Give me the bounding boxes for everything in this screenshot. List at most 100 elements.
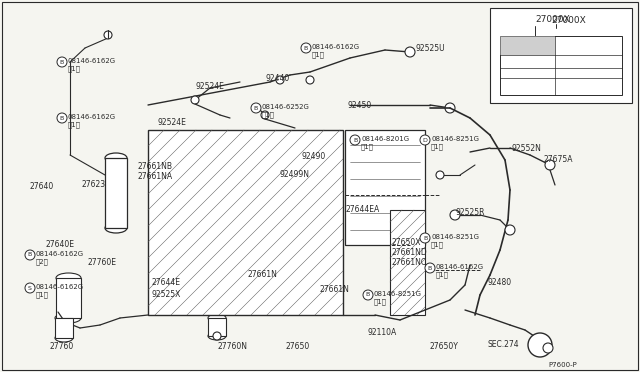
Bar	[500, 36, 622, 95]
Text: 27760N: 27760N	[218, 342, 248, 351]
Bar	[345, 130, 425, 245]
Text: 27000X: 27000X	[535, 15, 570, 24]
Text: 08146-6162G: 08146-6162G	[36, 251, 84, 257]
Text: 92524E: 92524E	[195, 82, 224, 91]
Text: 27661N: 27661N	[248, 270, 278, 279]
Ellipse shape	[208, 314, 226, 322]
Circle shape	[425, 263, 435, 273]
Circle shape	[350, 135, 360, 145]
Circle shape	[405, 47, 415, 57]
Text: （1）: （1）	[68, 121, 81, 128]
Text: 27675A: 27675A	[543, 155, 573, 164]
Text: B: B	[28, 253, 32, 257]
Bar	[56, 278, 81, 318]
Text: 27650: 27650	[285, 342, 309, 351]
Circle shape	[104, 31, 112, 39]
Text: 27650X: 27650X	[392, 238, 422, 247]
Text: （1）: （1）	[312, 51, 325, 58]
Text: B: B	[353, 138, 357, 142]
Circle shape	[57, 57, 67, 67]
Text: （1）: （1）	[436, 271, 449, 278]
Text: P7600-P: P7600-P	[548, 362, 577, 368]
Text: 27760: 27760	[50, 342, 74, 351]
Text: B: B	[254, 106, 258, 110]
Circle shape	[25, 283, 35, 293]
Text: 27644EA: 27644EA	[345, 205, 380, 214]
Text: 08146-6162G: 08146-6162G	[68, 58, 116, 64]
Bar	[55, 318, 73, 338]
Bar	[148, 130, 343, 315]
Text: S: S	[28, 285, 32, 291]
Text: 27640E: 27640E	[45, 240, 74, 249]
Circle shape	[450, 210, 460, 220]
Polygon shape	[500, 36, 555, 55]
Circle shape	[57, 113, 67, 123]
Circle shape	[436, 171, 444, 179]
Text: 92524E: 92524E	[158, 118, 187, 127]
Text: 92525R: 92525R	[455, 208, 484, 217]
Text: 27661ND: 27661ND	[392, 248, 428, 257]
Text: 08146-6162G: 08146-6162G	[312, 44, 360, 50]
Ellipse shape	[55, 314, 73, 322]
Text: 27644E: 27644E	[152, 278, 181, 287]
Circle shape	[251, 103, 261, 113]
Ellipse shape	[105, 223, 127, 233]
Circle shape	[363, 290, 373, 300]
Text: 08146-8251G: 08146-8251G	[431, 136, 479, 142]
Text: B: B	[60, 60, 64, 64]
Circle shape	[25, 250, 35, 260]
Circle shape	[545, 160, 555, 170]
Text: （1）: （1）	[374, 298, 387, 305]
Text: 27661NB: 27661NB	[138, 162, 173, 171]
Ellipse shape	[56, 273, 81, 283]
Text: 27623: 27623	[82, 180, 106, 189]
Ellipse shape	[208, 332, 226, 340]
Ellipse shape	[55, 334, 73, 342]
Bar	[105, 158, 127, 228]
Text: 08146-8251G: 08146-8251G	[374, 291, 422, 297]
Circle shape	[528, 333, 552, 357]
Text: B: B	[366, 292, 370, 298]
Circle shape	[420, 135, 430, 145]
Text: B: B	[428, 266, 432, 270]
Ellipse shape	[105, 153, 127, 163]
Circle shape	[301, 43, 311, 53]
Bar	[390, 210, 425, 315]
Text: 27661NC: 27661NC	[392, 258, 427, 267]
Circle shape	[306, 76, 314, 84]
Text: B: B	[60, 115, 64, 121]
Text: 27640: 27640	[30, 182, 54, 191]
Text: 92110A: 92110A	[368, 328, 397, 337]
Text: 92552N: 92552N	[512, 144, 542, 153]
Circle shape	[191, 96, 199, 104]
Text: 08146-6162G: 08146-6162G	[68, 114, 116, 120]
Text: 92525X: 92525X	[152, 290, 181, 299]
Circle shape	[261, 111, 269, 119]
Text: （1）: （1）	[361, 143, 374, 150]
Circle shape	[543, 343, 553, 353]
Text: （1）: （1）	[262, 111, 275, 118]
Text: 92480: 92480	[488, 278, 512, 287]
Circle shape	[213, 332, 221, 340]
Text: B: B	[423, 235, 427, 241]
Text: 92490: 92490	[302, 152, 326, 161]
Text: 92525U: 92525U	[415, 44, 445, 53]
Circle shape	[276, 76, 284, 84]
Text: 08146-6162G: 08146-6162G	[36, 284, 84, 290]
Text: SEC.274: SEC.274	[488, 340, 520, 349]
Bar	[490, 8, 632, 103]
Text: （2）: （2）	[36, 258, 49, 264]
Text: 08146-6252G: 08146-6252G	[262, 104, 310, 110]
Text: （1）: （1）	[36, 291, 49, 298]
Text: 27650Y: 27650Y	[430, 342, 459, 351]
Text: B: B	[304, 45, 308, 51]
Text: 92440: 92440	[265, 74, 289, 83]
Text: 92450: 92450	[348, 101, 372, 110]
Ellipse shape	[56, 313, 81, 323]
Circle shape	[505, 225, 515, 235]
Circle shape	[420, 233, 430, 243]
Text: 27661NA: 27661NA	[138, 172, 173, 181]
Text: （1）: （1）	[431, 143, 444, 150]
Text: 08146-6162G: 08146-6162G	[436, 264, 484, 270]
Text: 27760E: 27760E	[88, 258, 117, 267]
